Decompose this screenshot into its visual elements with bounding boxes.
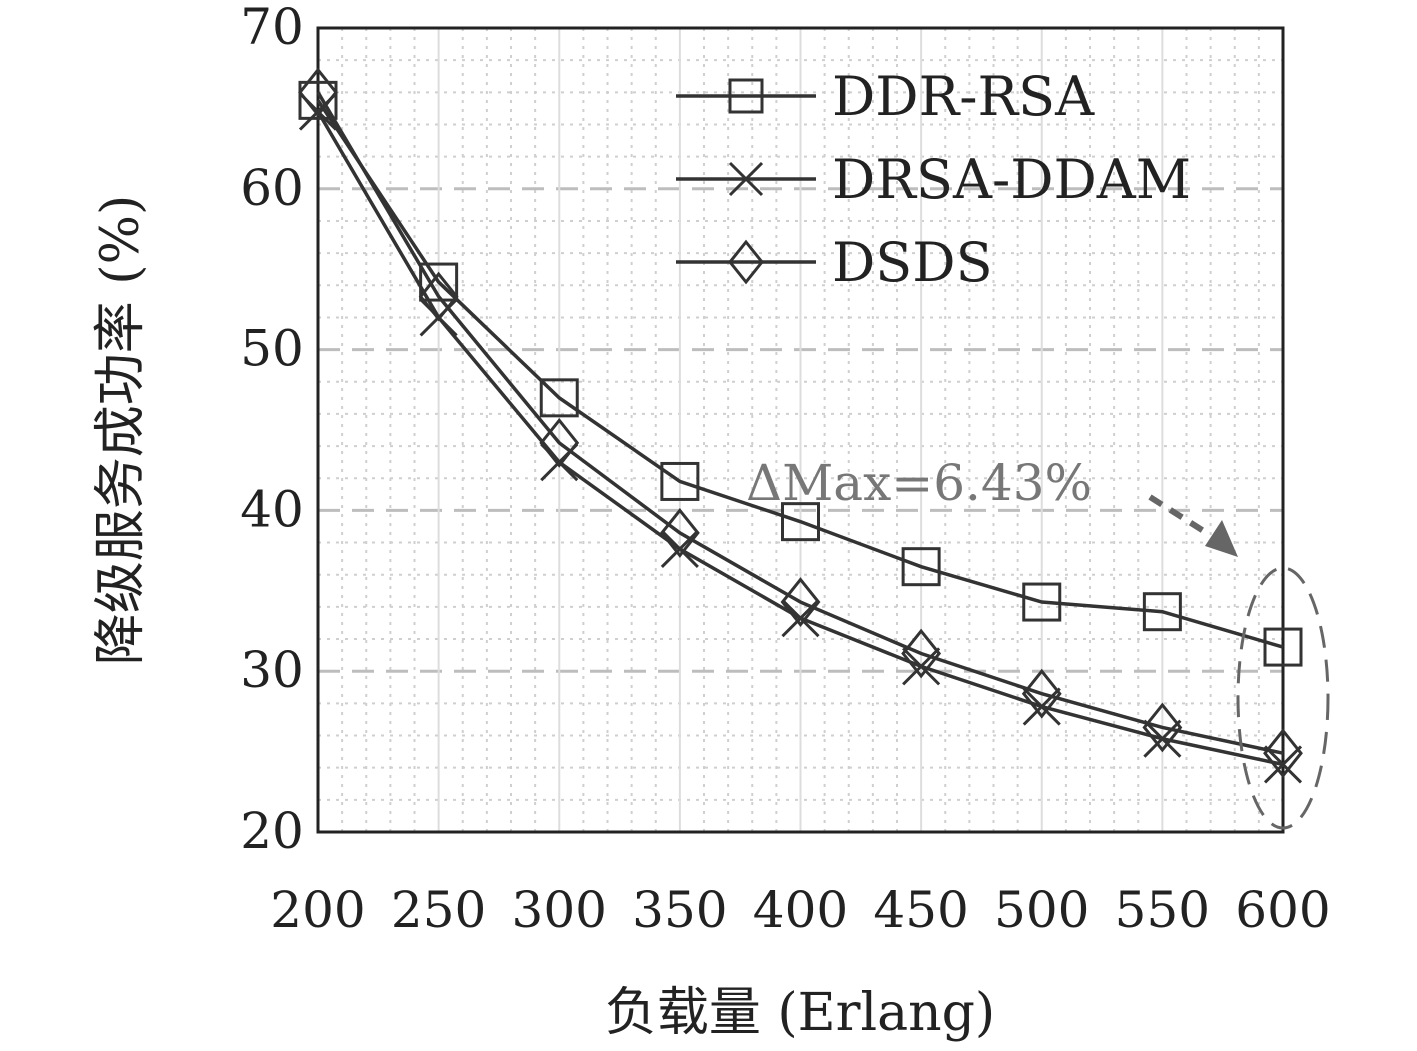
legend-item: DSDS <box>676 231 993 294</box>
x-tick-label: 400 <box>753 881 848 939</box>
y-tick-label: 70 <box>240 0 304 56</box>
square-marker <box>1022 582 1062 622</box>
delta-max-annotation: ΔMax=6.43% <box>746 454 1092 512</box>
y-axis-title: 降级服务成功率 (%) <box>91 195 151 666</box>
y-tick-label: 30 <box>240 641 304 699</box>
diamond-marker <box>418 271 459 322</box>
diamond-marker <box>1021 668 1062 719</box>
x-tick-label: 350 <box>632 881 727 939</box>
square-marker <box>1263 627 1303 667</box>
diamond-marker <box>1263 728 1303 779</box>
x-tick-label: 250 <box>391 881 486 939</box>
diamond-marker <box>728 239 764 285</box>
x-tick-label: 450 <box>873 881 968 939</box>
diamond-marker <box>901 628 942 679</box>
y-tick-label: 60 <box>240 159 304 217</box>
legend-label: DDR-RSA <box>832 65 1095 128</box>
x-tick-label: 550 <box>1115 881 1210 939</box>
diamond-marker <box>659 508 700 558</box>
series-drsa-ddam <box>298 92 1303 784</box>
square-marker <box>781 502 820 542</box>
x-tick-label: 500 <box>994 881 1089 939</box>
x-tick-label: 200 <box>270 881 365 939</box>
square-marker <box>1142 592 1182 632</box>
y-tick-label: 40 <box>240 480 304 538</box>
diamond-marker <box>1142 702 1183 753</box>
series-line-ddr-rsa <box>316 99 1284 649</box>
series-line-dsds <box>316 91 1284 755</box>
x-marker <box>728 161 764 197</box>
annotation-arrowhead <box>1205 520 1238 557</box>
plot-area-frame <box>316 26 1285 834</box>
series-ddr-rsa <box>298 80 1303 667</box>
x-marker <box>660 529 699 569</box>
square-marker <box>728 78 764 114</box>
x-axis-ticks: 200 250 300 350 400 450 500 550 600 <box>270 881 1330 939</box>
x-marker <box>1022 687 1061 726</box>
square-marker <box>660 461 700 501</box>
legend-item: DRSA-DDAM <box>676 148 1191 211</box>
diamond-marker <box>780 577 821 627</box>
annotation-arrow-shaft <box>1148 494 1212 538</box>
square-marker <box>419 262 459 302</box>
x-axis-title: 负载量 (Erlang) <box>605 983 995 1043</box>
series-layer <box>298 67 1303 784</box>
x-marker <box>1143 719 1182 758</box>
square-marker <box>901 547 941 587</box>
annotation-layer: ΔMax=6.43% <box>746 454 1330 830</box>
square-marker <box>539 378 579 418</box>
series-dsds <box>298 67 1303 779</box>
square-marker <box>298 80 338 120</box>
y-tick-label: 20 <box>240 802 304 860</box>
x-marker <box>1263 745 1303 784</box>
y-tick-label: 50 <box>240 320 304 378</box>
x-tick-label: 300 <box>512 881 607 939</box>
diamond-marker <box>539 417 580 468</box>
diamond-marker <box>298 67 338 118</box>
highlight-ellipse <box>1236 566 1330 830</box>
y-axis-ticks: 20 30 40 50 60 70 <box>240 0 304 860</box>
legend-item: DDR-RSA <box>676 65 1095 128</box>
legend-label: DRSA-DDAM <box>832 148 1191 211</box>
legend-label: DSDS <box>832 231 993 294</box>
x-tick-label: 600 <box>1235 881 1330 939</box>
major-gridlines <box>318 28 1283 832</box>
x-marker <box>902 647 941 686</box>
legend: DDR-RSA DRSA-DDAM DSDS <box>676 65 1191 294</box>
